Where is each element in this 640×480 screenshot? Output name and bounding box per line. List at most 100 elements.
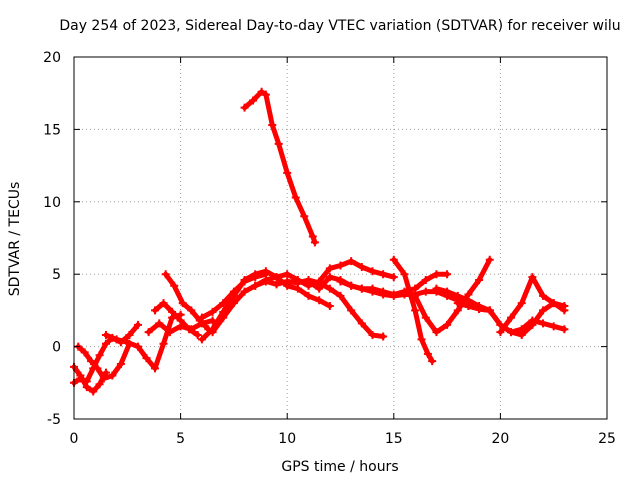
y-tick-label: 5 <box>52 267 61 283</box>
data-point <box>539 306 548 315</box>
data-point <box>87 357 96 366</box>
data-point <box>240 277 249 286</box>
data-point <box>368 267 377 276</box>
data-point <box>389 291 398 300</box>
data-point <box>229 299 238 308</box>
data-point <box>379 290 388 299</box>
data-point <box>133 342 142 351</box>
data-point <box>283 168 292 177</box>
data-point <box>357 284 366 293</box>
data-point <box>315 296 324 305</box>
data-point <box>151 364 160 373</box>
data-point <box>268 121 277 130</box>
data-point <box>170 281 179 290</box>
plot-frame <box>73 56 608 420</box>
x-tick-label: 0 <box>70 431 79 447</box>
data-point <box>310 238 319 247</box>
x-tick-label: 10 <box>278 431 296 447</box>
data-point <box>421 287 430 296</box>
data-point <box>197 335 206 344</box>
data-point <box>507 328 516 337</box>
y-axis-label: SDTVAR / TECUs <box>7 182 23 297</box>
data-point <box>347 306 356 315</box>
data-point <box>485 306 494 315</box>
data-point <box>251 281 260 290</box>
data-point <box>251 273 260 282</box>
y-tick-label: 10 <box>43 195 61 211</box>
data-point <box>283 270 292 279</box>
series-sat-k <box>251 275 388 341</box>
data-point <box>315 284 324 293</box>
data-point <box>411 291 420 300</box>
data-point <box>528 273 537 282</box>
data-point <box>347 257 356 266</box>
data-point <box>283 277 292 286</box>
data-point <box>475 275 484 284</box>
data-point <box>400 290 409 299</box>
series-line <box>163 271 211 332</box>
data-point <box>95 380 104 389</box>
data-point <box>507 313 516 322</box>
data-point <box>272 280 281 289</box>
data-point <box>389 255 398 264</box>
data-point <box>549 322 558 331</box>
data-point <box>159 299 168 308</box>
data-point <box>517 299 526 308</box>
data-point <box>357 262 366 271</box>
data-point <box>432 328 441 337</box>
data-point <box>261 277 270 286</box>
series-sat-l <box>240 87 319 247</box>
series-sat-i <box>197 270 270 322</box>
series-sat-g <box>161 270 213 334</box>
data-point <box>123 338 132 347</box>
data-point <box>389 273 398 282</box>
data-point <box>272 273 281 282</box>
data-point <box>475 304 484 313</box>
data-point <box>257 87 266 96</box>
data-traces <box>70 87 569 396</box>
data-point <box>411 306 420 315</box>
chart-title: Day 254 of 2023, Sidereal Day-to-day VTE… <box>59 18 620 34</box>
data-point <box>291 193 300 202</box>
data-point <box>208 328 217 337</box>
data-point <box>261 90 270 99</box>
data-point <box>76 371 85 380</box>
data-point <box>453 299 462 308</box>
data-point <box>539 291 548 300</box>
y-tick-label: 20 <box>43 50 61 66</box>
data-point <box>108 371 117 380</box>
data-point <box>485 255 494 264</box>
data-point <box>95 351 104 360</box>
series-sat-o <box>389 255 437 366</box>
data-point <box>125 331 134 340</box>
series-line <box>412 257 493 335</box>
axis-ticks <box>73 56 608 420</box>
data-point <box>112 335 121 344</box>
series-sat-s <box>496 273 569 337</box>
data-point <box>528 320 537 329</box>
data-point <box>304 277 313 286</box>
data-point <box>219 313 228 322</box>
data-point <box>101 331 110 340</box>
data-point <box>293 278 302 287</box>
data-point <box>336 277 345 286</box>
data-point <box>423 349 432 358</box>
data-point <box>151 306 160 315</box>
data-point <box>165 328 174 337</box>
data-point <box>428 357 437 366</box>
data-point <box>240 103 249 112</box>
data-point <box>560 325 569 334</box>
y-tick-label: -5 <box>47 412 61 428</box>
data-point <box>159 339 168 348</box>
data-point <box>300 212 309 221</box>
data-point <box>185 325 194 334</box>
data-point <box>274 139 283 148</box>
data-point <box>168 307 177 316</box>
data-point <box>368 331 377 340</box>
data-point <box>249 96 258 105</box>
x-axis-label: GPS time / hours <box>281 459 398 475</box>
data-point <box>176 316 185 325</box>
data-point <box>443 320 452 329</box>
data-point <box>82 383 91 392</box>
